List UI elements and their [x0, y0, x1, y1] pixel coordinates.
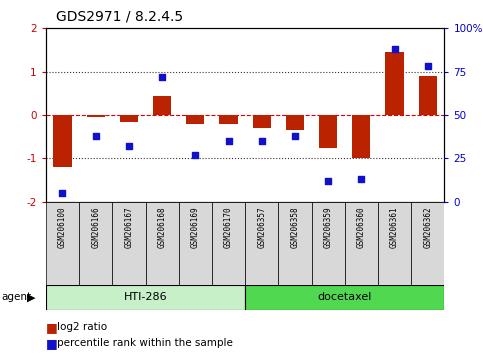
- Text: GDS2971 / 8.2.4.5: GDS2971 / 8.2.4.5: [56, 9, 183, 23]
- Bar: [411, 202, 444, 285]
- Bar: [86, 115, 105, 117]
- Bar: [278, 202, 312, 285]
- Point: [424, 64, 432, 69]
- Text: GSM206166: GSM206166: [91, 207, 100, 249]
- Text: percentile rank within the sample: percentile rank within the sample: [57, 338, 233, 348]
- Text: log2 ratio: log2 ratio: [57, 322, 107, 332]
- Bar: [385, 52, 404, 115]
- Bar: [145, 202, 179, 285]
- Point: [391, 46, 398, 52]
- Bar: [153, 96, 171, 115]
- Bar: [245, 285, 444, 310]
- Bar: [352, 115, 370, 159]
- Point: [92, 133, 99, 139]
- Bar: [46, 202, 79, 285]
- Bar: [378, 202, 411, 285]
- Text: GSM206169: GSM206169: [191, 207, 200, 249]
- Text: GSM206359: GSM206359: [324, 207, 333, 249]
- Bar: [179, 202, 212, 285]
- Bar: [46, 285, 245, 310]
- Text: GSM206362: GSM206362: [423, 207, 432, 249]
- Point: [324, 178, 332, 184]
- Bar: [253, 115, 271, 128]
- Bar: [319, 115, 337, 148]
- Text: HTI-286: HTI-286: [124, 292, 167, 302]
- Text: GSM206100: GSM206100: [58, 207, 67, 249]
- Text: ▶: ▶: [27, 292, 36, 302]
- Text: docetaxel: docetaxel: [317, 292, 372, 302]
- Text: GSM206360: GSM206360: [357, 207, 366, 249]
- Text: GSM206358: GSM206358: [290, 207, 299, 249]
- Text: ■: ■: [46, 337, 57, 350]
- Bar: [345, 202, 378, 285]
- Text: ■: ■: [46, 321, 57, 334]
- Bar: [312, 202, 345, 285]
- Bar: [79, 202, 112, 285]
- Bar: [112, 202, 145, 285]
- Point: [58, 190, 66, 196]
- Bar: [245, 202, 278, 285]
- Point: [125, 143, 133, 149]
- Point: [191, 152, 199, 158]
- Bar: [120, 115, 138, 121]
- Text: GSM206361: GSM206361: [390, 207, 399, 249]
- Text: agent: agent: [1, 292, 31, 302]
- Bar: [186, 115, 204, 124]
- Point: [225, 138, 232, 144]
- Point: [357, 176, 365, 182]
- Point: [291, 133, 299, 139]
- Point: [258, 138, 266, 144]
- Point: [158, 74, 166, 80]
- Text: GSM206168: GSM206168: [157, 207, 167, 249]
- Bar: [212, 202, 245, 285]
- Text: GSM206170: GSM206170: [224, 207, 233, 249]
- Text: GSM206357: GSM206357: [257, 207, 266, 249]
- Bar: [419, 76, 437, 115]
- Text: GSM206167: GSM206167: [125, 207, 133, 249]
- Bar: [286, 115, 304, 130]
- Bar: [53, 115, 71, 167]
- Bar: [219, 115, 238, 124]
